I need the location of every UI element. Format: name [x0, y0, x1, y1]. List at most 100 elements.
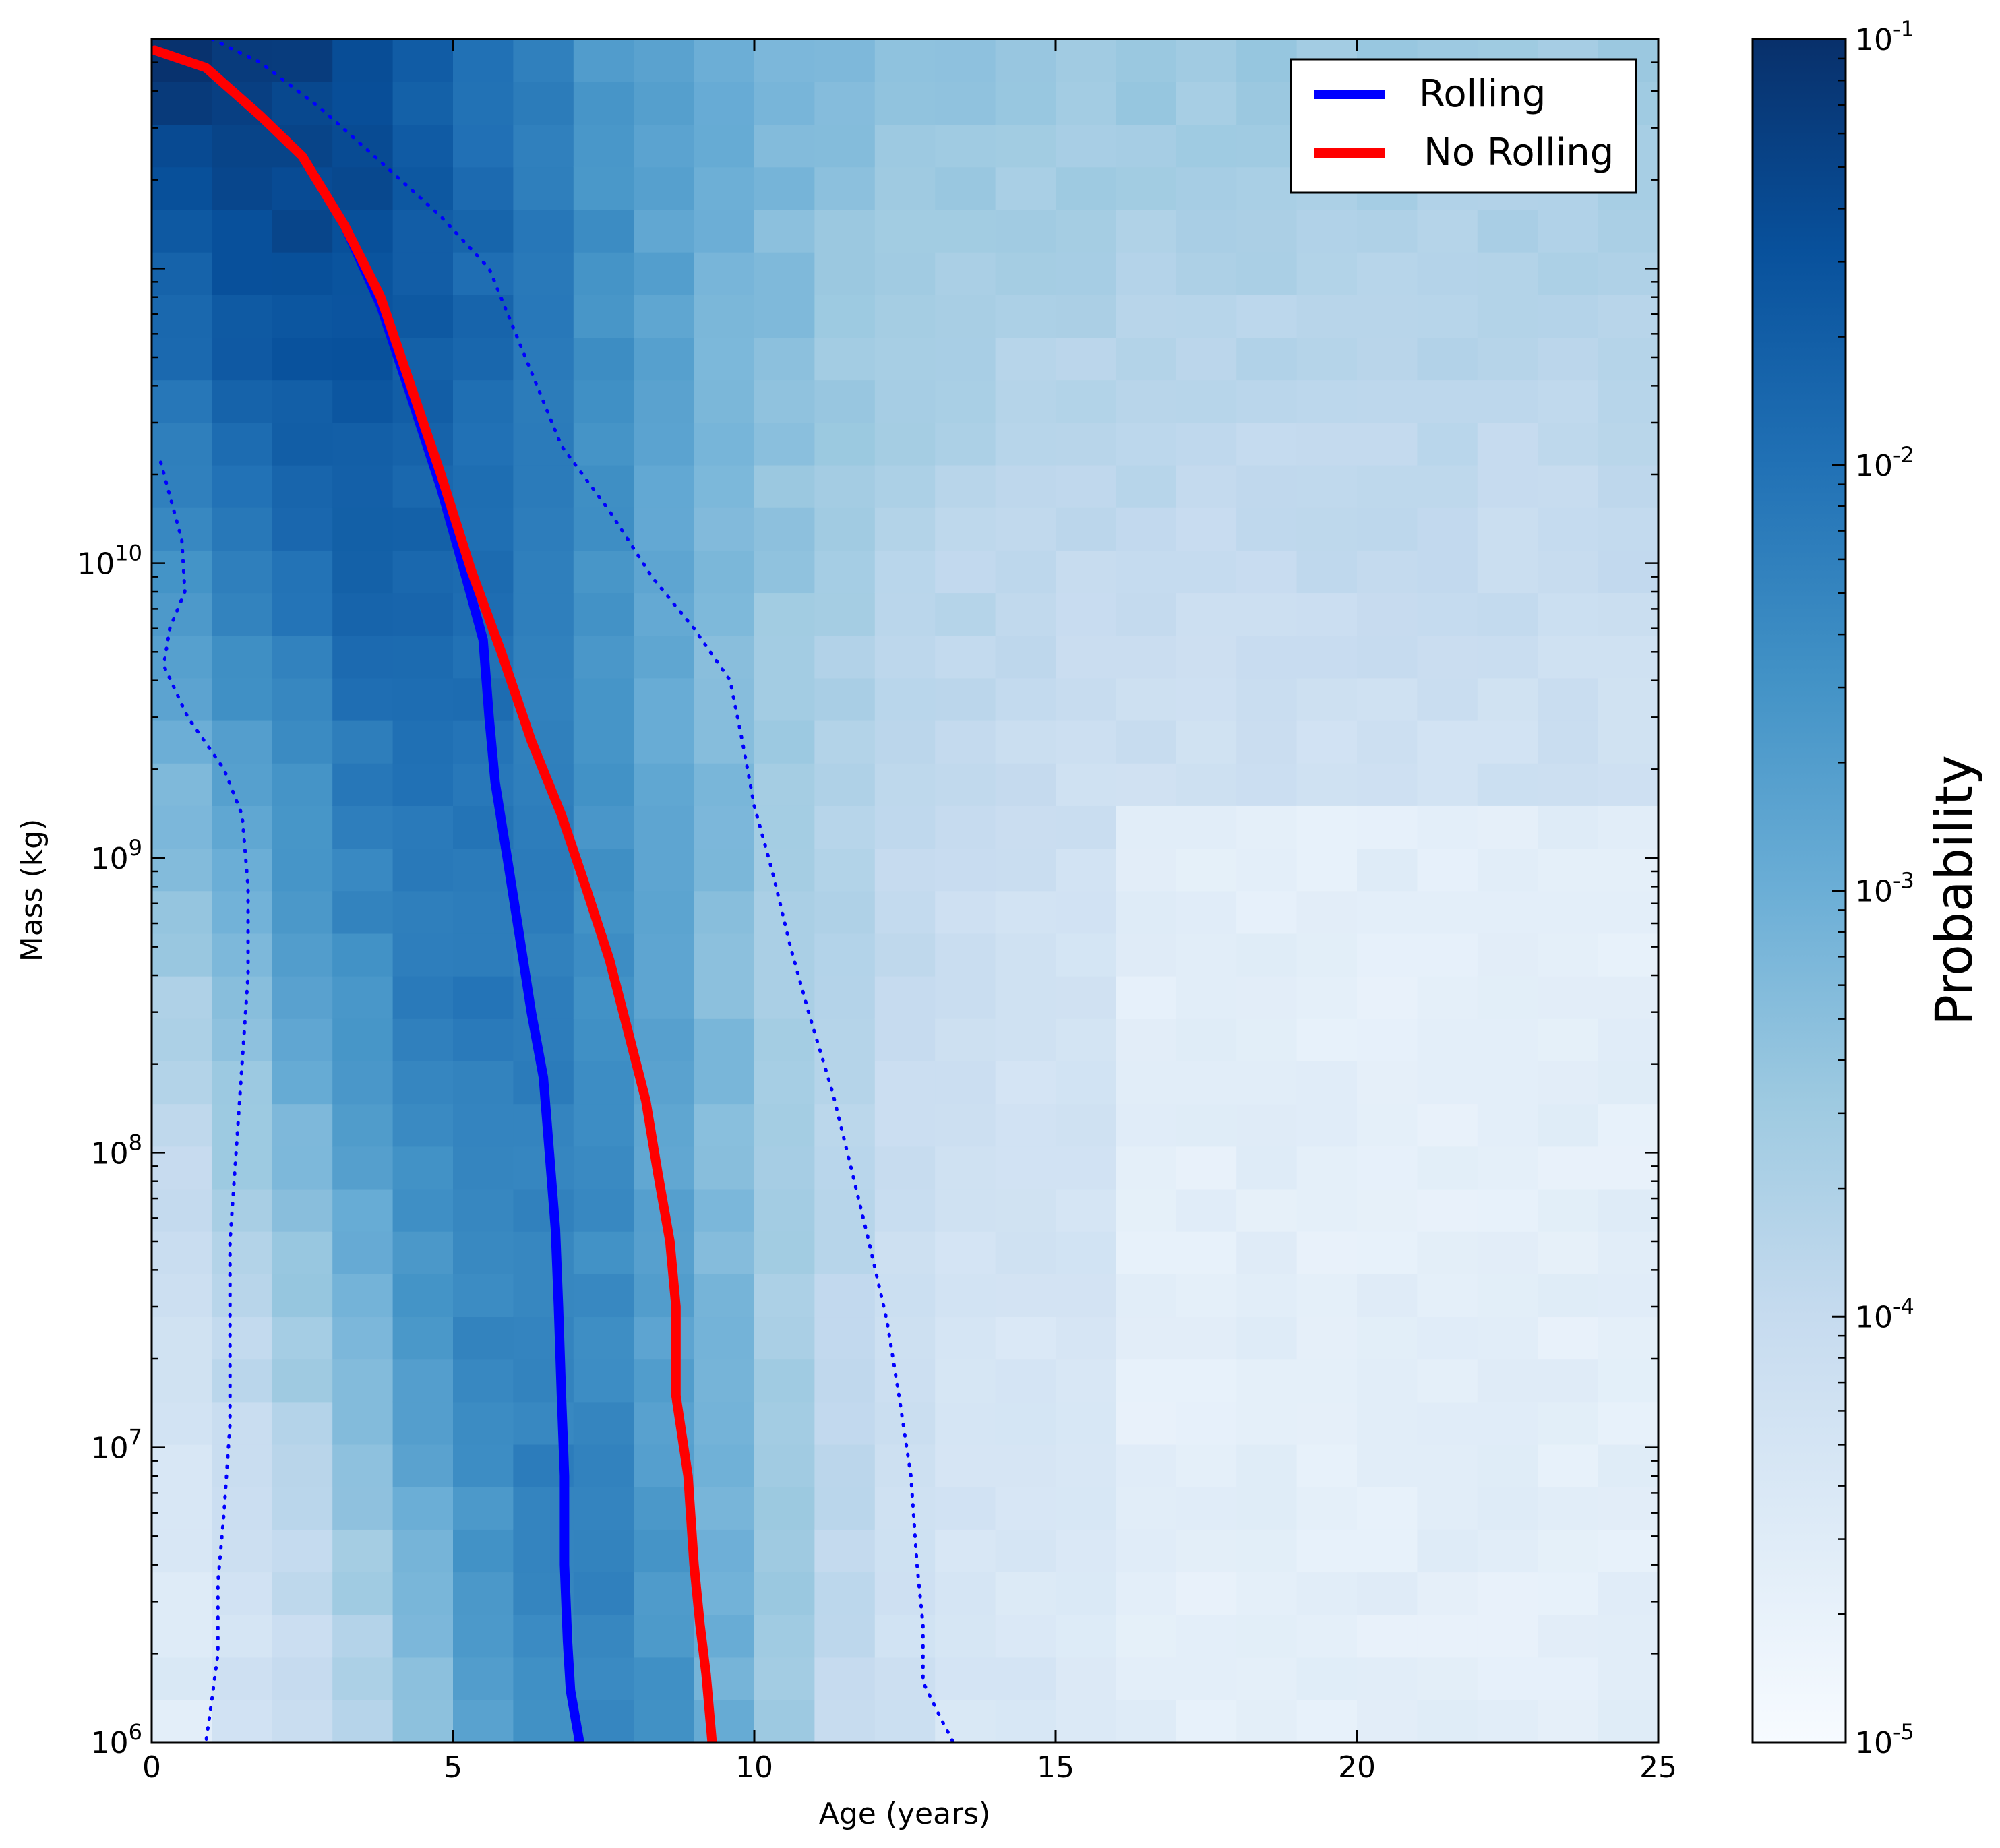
heatmap-cell	[1056, 1274, 1117, 1318]
heatmap-cell	[1056, 1486, 1117, 1530]
heatmap-cell	[1296, 1146, 1358, 1190]
heatmap-cell	[573, 1103, 634, 1147]
heatmap-cell	[573, 1316, 634, 1360]
heatmap-cell	[212, 1657, 273, 1700]
heatmap-cell	[634, 1359, 695, 1403]
heatmap-cell	[1116, 1657, 1177, 1700]
heatmap-cell	[1417, 848, 1478, 892]
heatmap-cell	[513, 1188, 574, 1232]
colorbar-tick-label: 10-4	[1855, 1293, 1914, 1334]
heatmap-cell	[935, 677, 996, 721]
heatmap-cell	[754, 1529, 816, 1573]
heatmap-cell	[513, 124, 574, 168]
heatmap-cell	[1538, 1103, 1599, 1147]
heatmap-cell	[392, 1699, 454, 1742]
heatmap-cell	[1176, 720, 1237, 764]
heatmap-cell	[1236, 337, 1298, 381]
heatmap-cell	[212, 550, 273, 594]
heatmap-cell	[1296, 209, 1358, 253]
heatmap-cell	[152, 805, 213, 849]
heatmap-cell	[754, 166, 816, 210]
heatmap-cell	[272, 1444, 333, 1487]
heatmap-cell	[453, 762, 514, 806]
heatmap-cell	[332, 592, 394, 636]
heatmap-cell	[573, 1657, 634, 1700]
heatmap-cell	[1116, 1316, 1177, 1360]
heatmap-cell	[935, 166, 996, 210]
heatmap-cell	[1296, 337, 1358, 381]
heatmap-cell	[1176, 507, 1237, 551]
heatmap-cell	[995, 890, 1056, 934]
heatmap-cell	[453, 1699, 514, 1742]
heatmap-cell	[1357, 1274, 1418, 1318]
heatmap-cell	[453, 1529, 514, 1573]
heatmap-cell	[212, 1401, 273, 1445]
heatmap-cell	[935, 762, 996, 806]
heatmap-cell	[272, 1231, 333, 1274]
heatmap-cell	[453, 1486, 514, 1530]
x-axis-label: Age (years)	[819, 1797, 991, 1831]
heatmap-cell	[212, 848, 273, 892]
heatmap-cell	[1176, 805, 1237, 849]
heatmap-cell	[995, 1614, 1056, 1658]
heatmap-cell	[1598, 1231, 1658, 1274]
heatmap-cell	[1538, 379, 1599, 423]
heatmap-cell	[694, 379, 755, 423]
heatmap-cell	[1417, 1572, 1478, 1615]
heatmap-cell	[1538, 1444, 1599, 1487]
heatmap-cell	[1538, 635, 1599, 679]
heatmap-cell	[1116, 762, 1177, 806]
heatmap-cell	[1417, 507, 1478, 551]
heatmap-cell	[392, 209, 454, 253]
heatmap-cell	[1357, 1444, 1418, 1487]
heatmap-cell	[1477, 550, 1538, 594]
heatmap-cell	[874, 507, 936, 551]
heatmap-cell	[634, 1274, 695, 1318]
heatmap-cell	[995, 39, 1056, 82]
heatmap-cell	[1598, 848, 1658, 892]
heatmap-cell	[935, 1018, 996, 1061]
heatmap-cell	[935, 1529, 996, 1573]
heatmap-cell	[995, 1359, 1056, 1403]
heatmap-cell	[1116, 337, 1177, 381]
heatmap-cell	[874, 1486, 936, 1530]
heatmap-cell	[332, 379, 394, 423]
heatmap-cell	[1116, 805, 1177, 849]
heatmap-cell	[935, 635, 996, 679]
heatmap-cell	[1116, 677, 1177, 721]
heatmap-cell	[634, 592, 695, 636]
heatmap-cell	[1357, 720, 1418, 764]
heatmap-cell	[212, 890, 273, 934]
heatmap-cell	[1056, 1359, 1117, 1403]
heatmap-cell	[332, 1188, 394, 1232]
heatmap-cell	[272, 1529, 333, 1573]
heatmap-cell	[995, 1274, 1056, 1318]
heatmap-cell	[694, 82, 755, 125]
heatmap-cell	[874, 1274, 936, 1318]
heatmap-cell	[332, 507, 394, 551]
heatmap-cell	[1056, 975, 1117, 1019]
heatmap-cell	[332, 422, 394, 466]
heatmap-cell	[1538, 1231, 1599, 1274]
heatmap-cell	[694, 337, 755, 381]
heatmap-cell	[874, 1401, 936, 1445]
heatmap-cell	[1236, 1699, 1298, 1742]
heatmap-cell	[453, 890, 514, 934]
heatmap-cell	[212, 677, 273, 721]
heatmap-cell	[1056, 635, 1117, 679]
heatmap-cell	[392, 1529, 454, 1573]
heatmap-cell	[513, 890, 574, 934]
heatmap-cell	[754, 635, 816, 679]
heatmap-cell	[272, 251, 333, 295]
heatmap-cell	[453, 720, 514, 764]
heatmap-cell	[272, 337, 333, 381]
heatmap-cell	[694, 762, 755, 806]
heatmap-cell	[634, 975, 695, 1019]
heatmap-cell	[332, 975, 394, 1019]
heatmap-cell	[814, 677, 876, 721]
heatmap-cell	[694, 848, 755, 892]
heatmap-cell	[1116, 1103, 1177, 1147]
heatmap-cell	[1417, 592, 1478, 636]
heatmap-cell	[634, 166, 695, 210]
heatmap-cell	[1477, 1572, 1538, 1615]
